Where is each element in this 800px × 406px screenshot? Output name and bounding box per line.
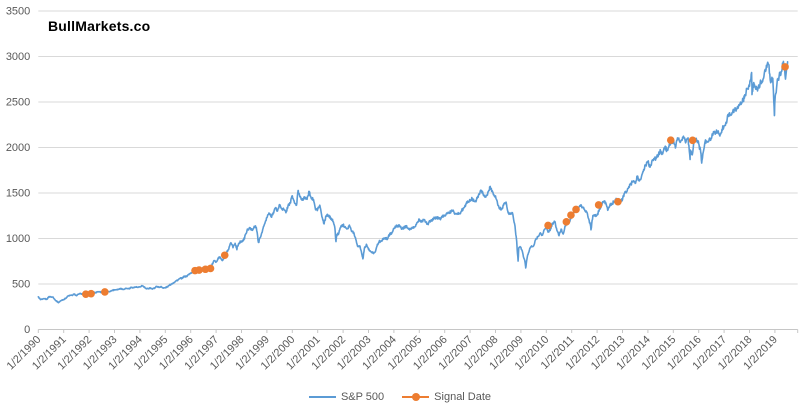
legend-item-sp500: S&P 500 [308,391,385,403]
signal-date-marker [206,264,215,273]
legend: S&P 500 Signal Date [0,391,800,403]
signal-date-marker [220,251,229,260]
y-axis-label: 1500 [6,188,30,200]
sp500-line-swatch-icon [308,393,336,402]
y-axis-label: 1000 [6,233,30,245]
legend-label-signal: Signal Date [434,391,492,403]
y-axis-label: 3500 [6,6,30,18]
signal-date-marker [666,136,675,144]
y-axis-label: 3000 [6,51,30,63]
signal-date-marker [544,221,552,230]
signal-date-marker [594,201,603,209]
y-axis-label: 2000 [6,142,30,154]
signal-date-marker [567,211,575,219]
legend-label-sp500: S&P 500 [340,391,385,403]
legend-item-signal: Signal Date [402,391,491,403]
sp500-line [37,60,789,304]
signal-date-marker [87,289,95,298]
signal-date-marker [195,266,203,274]
signal-date-marker [101,288,109,296]
signal-date-marker [781,63,789,71]
signal-date-marker [614,197,622,206]
signal-date-marker [572,205,580,214]
signal-date-marker [562,218,571,226]
y-axis-label: 500 [12,279,30,291]
signal-line-dot-swatch-icon [402,393,430,402]
y-axis-label: 2500 [6,97,30,109]
y-axis-label: 0 [24,324,30,336]
chart-title: BullMarkets.co [48,18,151,34]
signal-date-marker [688,136,697,145]
